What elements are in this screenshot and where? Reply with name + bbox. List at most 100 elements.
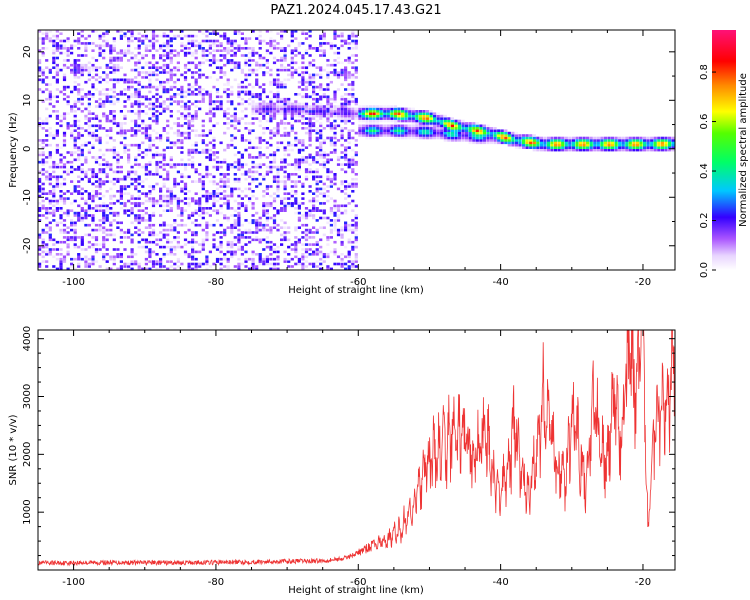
heatmap-cell [593, 136, 597, 140]
heatmap-cell [45, 211, 49, 215]
heatmap-cell [130, 51, 134, 55]
heatmap-cell [240, 71, 244, 74]
heatmap-cell [493, 139, 497, 142]
heatmap-cell [589, 141, 593, 145]
heatmap-cell [294, 240, 298, 244]
heatmap-cell [183, 63, 188, 67]
heatmap-cell [176, 68, 180, 72]
heatmap-cell [237, 90, 241, 94]
heatmap-cell [650, 143, 654, 147]
heatmap-cell [84, 117, 88, 120]
heatmap-cell [77, 47, 81, 50]
heatmap-cell [73, 221, 77, 225]
heatmap-cell [116, 68, 120, 72]
heatmap-cell [105, 95, 109, 99]
heatmap-cell [137, 107, 141, 111]
heatmap-cell [401, 112, 405, 115]
heatmap-cell [312, 214, 316, 217]
heatmap-cell [41, 250, 45, 254]
heatmap-cell [340, 211, 344, 215]
heatmap-cell [365, 136, 369, 140]
heatmap-cell [233, 30, 237, 33]
heatmap-cell [230, 139, 234, 142]
heatmap-cell [226, 59, 230, 62]
heatmap-cell [301, 76, 305, 79]
heatmap-cell [159, 265, 163, 268]
heatmap-cell [372, 124, 376, 128]
heatmap-cell [251, 214, 255, 217]
heatmap-cell [201, 88, 205, 91]
heatmap-cell [215, 105, 220, 108]
heatmap-cell [166, 90, 170, 94]
heatmap-cell [169, 226, 173, 229]
heatmap-cell [176, 100, 180, 103]
heatmap-cell [45, 129, 49, 132]
heatmap-cell [304, 117, 309, 120]
heatmap-cell [333, 177, 337, 181]
heatmap-cell [119, 110, 123, 113]
heatmap-cell [205, 143, 209, 147]
heatmap-cell [130, 197, 134, 200]
heatmap-cell [237, 32, 241, 35]
heatmap-cell [379, 124, 383, 128]
heatmap-cell [73, 85, 77, 89]
heatmap-cell [312, 177, 316, 181]
heatmap-cell [333, 253, 337, 256]
heatmap-cell [130, 248, 134, 251]
heatmap-cell [251, 265, 255, 268]
heatmap-cell [77, 156, 81, 159]
heatmap-cell [123, 231, 127, 234]
heatmap-cell [226, 51, 230, 55]
heatmap-cell [621, 146, 625, 149]
heatmap-cell [191, 90, 195, 94]
heatmap-cell [80, 97, 84, 101]
x-tick-label: -60 [350, 277, 366, 288]
heatmap-cell [41, 199, 45, 203]
heatmap-cell [144, 260, 148, 263]
heatmap-cell [109, 88, 113, 91]
heatmap-cell [294, 61, 298, 65]
heatmap-cell [48, 93, 52, 96]
heatmap-cell [219, 262, 223, 266]
heatmap-cell [77, 32, 81, 35]
heatmap-cell [664, 148, 668, 152]
heatmap-cell [148, 253, 152, 256]
heatmap-cell [112, 49, 116, 52]
heatmap-cell [45, 119, 49, 123]
heatmap-cell [162, 100, 166, 103]
heatmap-cell [198, 197, 202, 200]
heatmap-cell [283, 202, 287, 205]
heatmap-cell [180, 139, 184, 142]
heatmap-cell [272, 131, 277, 135]
heatmap-cell [322, 253, 326, 256]
heatmap-cell [425, 131, 430, 135]
heatmap-cell [91, 49, 95, 52]
heatmap-cell [155, 146, 159, 149]
heatmap-cell [233, 78, 237, 82]
heatmap-cell [401, 110, 405, 113]
heatmap-cell [589, 143, 593, 147]
heatmap-cell [84, 44, 88, 48]
heatmap-cell [62, 112, 67, 115]
heatmap-cell [372, 110, 376, 113]
heatmap-cell [255, 93, 259, 96]
heatmap-cell [77, 71, 81, 74]
heatmap-cell [62, 114, 67, 118]
heatmap-cell [429, 136, 433, 140]
heatmap-cell [251, 68, 255, 72]
heatmap-cell [258, 257, 262, 261]
heatmap-cell [369, 129, 373, 132]
heatmap-cell [215, 168, 220, 171]
heatmap-cell [98, 182, 102, 186]
heatmap-cell [276, 223, 280, 227]
heatmap-cell [443, 139, 447, 142]
heatmap-cell [347, 76, 351, 79]
heatmap-cell [610, 143, 615, 147]
heatmap-cell [376, 114, 380, 118]
heatmap-cell [208, 51, 212, 55]
heatmap-cell [194, 233, 198, 237]
heatmap-cell [365, 114, 369, 118]
heatmap-cell [215, 107, 220, 111]
heatmap-cell [134, 122, 138, 125]
heatmap-cell [635, 139, 640, 142]
